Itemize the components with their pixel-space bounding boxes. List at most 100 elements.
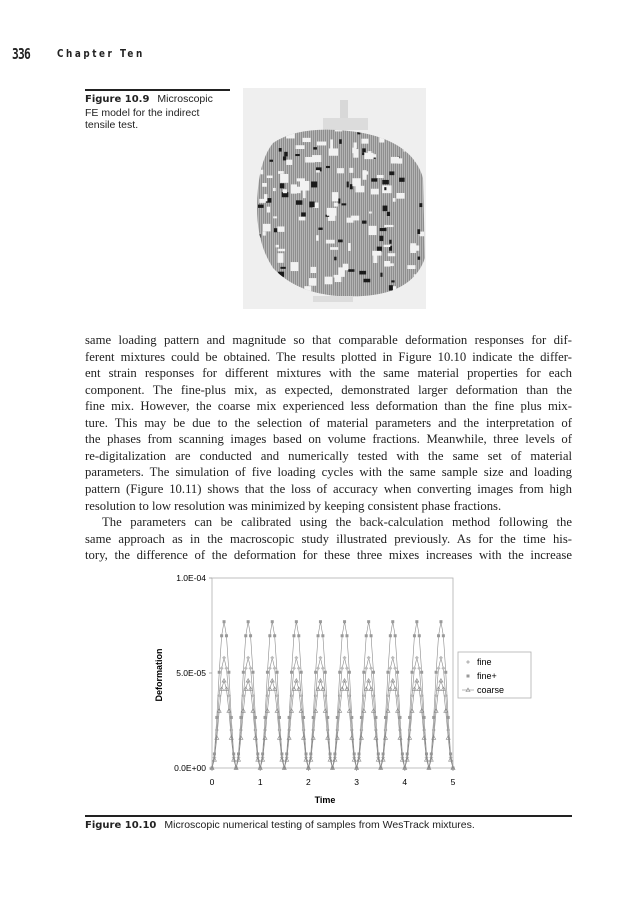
data-point — [326, 715, 330, 719]
data-point — [290, 670, 294, 674]
data-point — [436, 666, 441, 671]
data-point — [245, 677, 251, 683]
data-point — [359, 728, 364, 732]
data-point — [362, 670, 366, 674]
data-point — [383, 728, 388, 732]
data-point — [304, 752, 308, 756]
data-point — [267, 686, 273, 691]
data-point — [366, 677, 372, 683]
data-point — [269, 677, 275, 683]
data-point — [275, 670, 279, 674]
y-axis-label: Deformation — [154, 648, 164, 701]
data-point — [272, 686, 278, 691]
data-point — [327, 757, 333, 762]
data-point — [424, 752, 428, 756]
data-point — [316, 634, 320, 638]
data-point — [337, 693, 342, 698]
data-point — [276, 735, 282, 740]
data-point — [397, 735, 403, 740]
data-point — [318, 655, 323, 660]
series-fine — [210, 655, 455, 770]
data-point — [390, 677, 396, 683]
series-line — [211, 679, 454, 770]
data-point — [344, 686, 350, 691]
legend-marker-icon — [466, 674, 470, 678]
legend: fine fine+ coarse — [457, 651, 532, 699]
data-point — [310, 735, 316, 740]
data-point — [277, 728, 282, 732]
data-point — [243, 686, 249, 691]
data-point — [386, 670, 390, 674]
data-point — [422, 715, 426, 719]
x-tick-label: 0 — [210, 777, 215, 787]
data-point — [390, 655, 395, 660]
data-point — [296, 666, 301, 671]
data-point — [287, 715, 291, 719]
data-point — [335, 728, 340, 732]
figure-label: Figure 10.10 — [85, 820, 157, 831]
data-point — [381, 752, 385, 756]
x-tick-label: 2 — [306, 777, 311, 787]
data-point — [313, 693, 318, 698]
data-point — [273, 634, 277, 638]
data-point — [311, 715, 315, 719]
data-point — [368, 686, 374, 691]
data-point — [445, 735, 451, 740]
figure-10-10-caption: Figure 10.10 Microscopic numerical testin… — [85, 819, 575, 833]
data-point — [325, 735, 331, 740]
legend-item-fine+: fine+ — [466, 671, 497, 681]
legend-label: fine — [477, 657, 492, 667]
caption-line: Microscopic — [157, 93, 213, 105]
data-point — [265, 670, 269, 674]
data-point — [388, 634, 392, 638]
data-point — [407, 728, 412, 732]
data-point — [398, 715, 402, 719]
data-point — [270, 620, 274, 624]
data-point — [338, 670, 342, 674]
x-tick-label: 3 — [354, 777, 359, 787]
data-point — [235, 757, 242, 762]
data-point — [347, 670, 351, 674]
data-point — [249, 634, 253, 638]
series-coarse — [209, 677, 456, 770]
data-point — [383, 735, 389, 740]
data-point — [303, 757, 309, 762]
data-point — [263, 715, 267, 719]
page-number: 336 — [12, 45, 31, 63]
data-point — [335, 715, 339, 719]
data-point — [446, 715, 450, 719]
data-point — [228, 735, 234, 740]
data-point — [217, 693, 222, 698]
data-point — [277, 715, 281, 719]
data-point — [268, 634, 272, 638]
data-point — [255, 757, 261, 762]
data-point — [342, 655, 347, 660]
data-point — [378, 765, 384, 770]
data-point — [420, 670, 424, 674]
data-point — [446, 728, 451, 732]
data-point — [297, 634, 301, 638]
caption-text: Microscopic numerical testing of samples… — [164, 819, 475, 831]
legend-item-coarse: coarse — [462, 685, 504, 695]
data-point — [309, 752, 313, 756]
data-point — [345, 634, 349, 638]
data-point — [260, 757, 266, 762]
data-point — [301, 728, 306, 732]
data-point — [325, 728, 330, 732]
data-point — [264, 708, 270, 713]
data-point — [294, 620, 298, 624]
data-point — [426, 765, 432, 770]
data-point — [395, 693, 400, 698]
data-point — [429, 752, 433, 756]
data-point — [301, 735, 307, 740]
data-point — [415, 620, 419, 624]
data-point — [253, 715, 257, 719]
data-point — [371, 693, 376, 698]
data-point — [439, 620, 443, 624]
data-point — [434, 693, 439, 698]
data-point — [399, 757, 405, 762]
data-point — [380, 757, 386, 762]
data-point — [316, 666, 321, 671]
body-line: The parameters can be calibrated using t… — [102, 515, 572, 530]
data-point — [253, 728, 258, 732]
